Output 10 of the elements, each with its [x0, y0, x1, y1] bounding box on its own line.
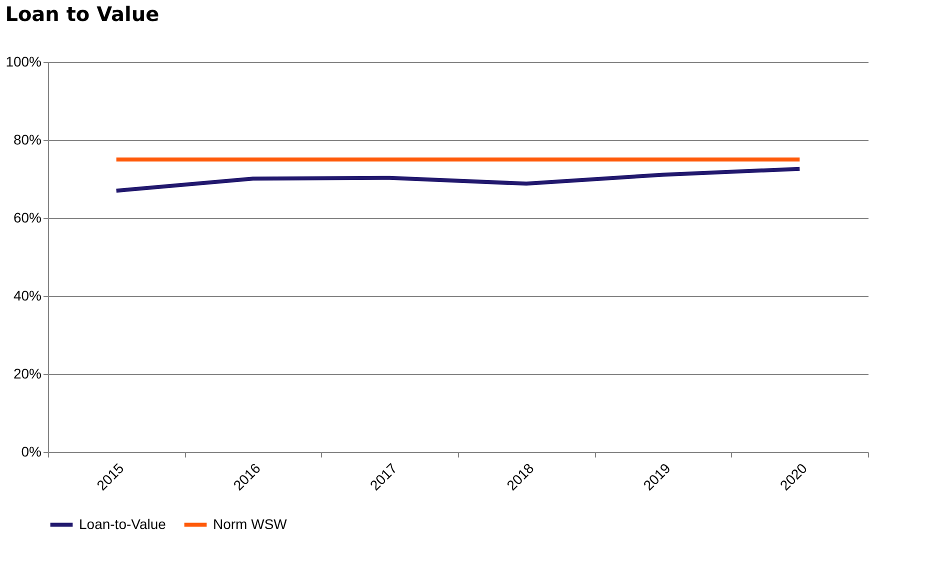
legend-label: Loan-to-Value [79, 516, 166, 532]
y-tick-label: 40% [13, 288, 42, 304]
legend-label: Norm WSW [213, 516, 288, 532]
y-tick-label: 100% [6, 54, 42, 70]
line-series [114, 166, 802, 193]
y-tick-label: 20% [13, 366, 42, 382]
chart-title: Loan to Value [5, 2, 160, 26]
y-tick-label: 60% [13, 210, 42, 226]
y-tick-label: 80% [13, 132, 42, 148]
y-tick-label: 0% [21, 444, 42, 460]
